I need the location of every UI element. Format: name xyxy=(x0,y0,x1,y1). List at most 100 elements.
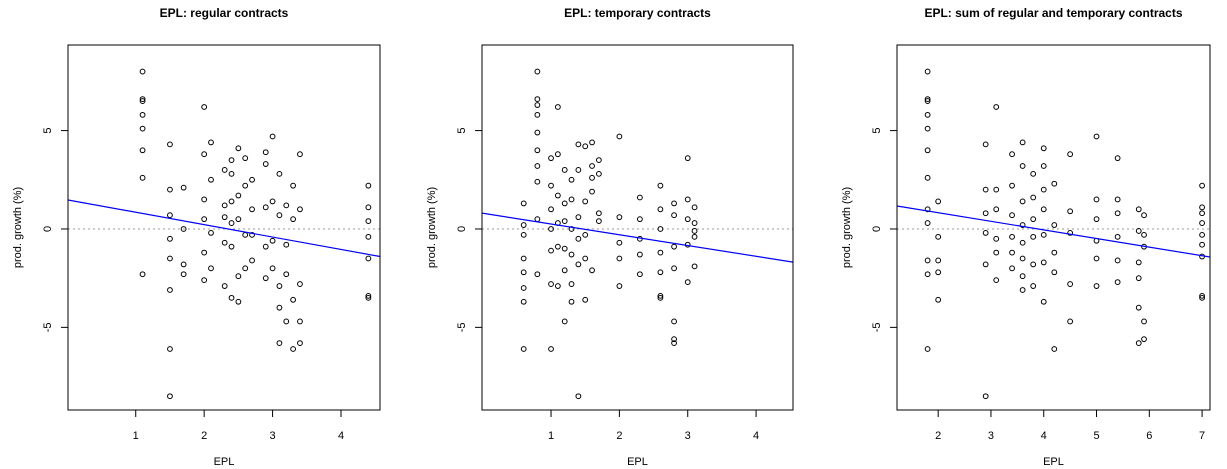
point xyxy=(1093,133,1100,140)
point xyxy=(595,218,602,225)
point xyxy=(924,98,931,104)
point xyxy=(1009,249,1015,256)
point xyxy=(1019,239,1026,246)
point xyxy=(1199,220,1205,226)
point xyxy=(993,277,1000,284)
point xyxy=(1199,292,1205,299)
point xyxy=(365,218,372,225)
x-tick-label: 3 xyxy=(988,430,994,442)
point xyxy=(228,220,235,226)
point xyxy=(520,285,527,291)
y-axis-label: prod. growth (%) xyxy=(12,187,24,268)
point xyxy=(1009,233,1015,240)
point xyxy=(671,318,677,325)
point xyxy=(595,210,602,217)
point xyxy=(235,216,242,223)
point xyxy=(582,231,589,238)
point xyxy=(1135,206,1142,213)
y-axis-label: prod. growth (%) xyxy=(841,187,853,268)
y-tick-label: -5 xyxy=(42,322,54,332)
point xyxy=(139,68,146,75)
point xyxy=(290,216,297,223)
plot-box xyxy=(67,44,381,411)
point xyxy=(691,233,698,240)
point xyxy=(534,129,541,136)
point xyxy=(276,283,283,289)
point xyxy=(1114,210,1121,217)
point xyxy=(993,104,1000,110)
point xyxy=(1019,222,1026,228)
point xyxy=(276,304,283,311)
point xyxy=(534,147,541,154)
point xyxy=(684,216,691,223)
point xyxy=(139,125,146,132)
point xyxy=(657,249,664,256)
x-tick-label: 5 xyxy=(1093,430,1099,442)
point xyxy=(636,271,643,278)
point xyxy=(561,200,568,207)
point xyxy=(616,239,623,246)
point xyxy=(691,220,698,226)
point xyxy=(575,261,582,268)
x-tick-label: 4 xyxy=(753,430,759,442)
point xyxy=(201,249,208,256)
point xyxy=(548,155,554,162)
point xyxy=(582,198,589,205)
point xyxy=(1040,145,1047,152)
y-tick-label: 5 xyxy=(42,128,54,134)
point xyxy=(167,212,173,219)
point xyxy=(365,182,372,189)
point xyxy=(534,68,541,75)
point xyxy=(657,292,664,299)
point xyxy=(167,186,173,193)
point xyxy=(221,214,228,221)
point xyxy=(993,186,1000,193)
point xyxy=(167,141,173,148)
point xyxy=(1135,228,1142,234)
point xyxy=(228,157,235,164)
point xyxy=(1040,298,1047,305)
x-tick-label: 4 xyxy=(338,430,344,442)
point xyxy=(548,346,554,352)
point xyxy=(1019,273,1026,280)
point xyxy=(548,226,554,232)
point xyxy=(1030,170,1037,177)
point xyxy=(365,294,372,301)
point xyxy=(269,237,276,244)
point xyxy=(935,233,942,240)
plot-box xyxy=(481,44,794,411)
point xyxy=(520,231,527,238)
point xyxy=(1114,196,1121,203)
point xyxy=(589,174,595,181)
y-axis-label: prod. growth (%) xyxy=(426,187,438,268)
point xyxy=(568,176,575,183)
point xyxy=(1051,222,1058,228)
point xyxy=(595,170,602,177)
y-tick-label: 0 xyxy=(456,226,468,232)
point xyxy=(554,283,561,289)
panel: EPL: regular contracts EPL prod. growth (%… xyxy=(12,6,381,468)
point xyxy=(691,263,698,270)
y-tick-label: 5 xyxy=(456,128,468,134)
y-tick-label: -5 xyxy=(456,322,468,332)
point xyxy=(568,251,575,258)
point xyxy=(561,167,568,173)
point xyxy=(575,141,582,148)
y-tick-label: 5 xyxy=(871,128,883,134)
point xyxy=(1093,283,1100,289)
point xyxy=(1019,287,1026,293)
point xyxy=(568,226,575,232)
point xyxy=(982,230,989,236)
point xyxy=(1067,318,1074,325)
point xyxy=(365,292,372,299)
point xyxy=(208,176,214,183)
point xyxy=(616,214,623,221)
point xyxy=(616,255,623,262)
point xyxy=(548,182,554,189)
point xyxy=(1019,139,1026,146)
point xyxy=(1019,198,1026,205)
point xyxy=(1199,182,1205,189)
point xyxy=(671,212,677,219)
point xyxy=(1030,283,1037,289)
point xyxy=(1141,318,1147,325)
